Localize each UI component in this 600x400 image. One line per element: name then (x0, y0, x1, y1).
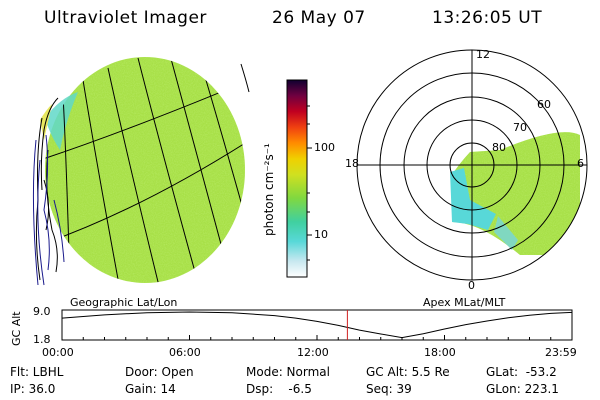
time-label: 13:26:05 UT (432, 8, 543, 28)
time-tick-1800: 18:00 (424, 346, 456, 359)
altitude-series-line (61, 311, 573, 339)
colorbar-tick-10: 10 (314, 228, 328, 241)
altitude-axis-label: GC Alt (10, 311, 23, 346)
glat-status: GLat: -53.2 (486, 365, 557, 379)
colorbar-unit-label: photon cm⁻²s⁻¹ (262, 143, 276, 236)
mode-status: Mode: Normal (246, 365, 330, 379)
gc-alt-status: GC Alt: 5.5 Re (366, 365, 450, 379)
mlt-label-18: 18 (345, 157, 359, 170)
altitude-ytick-1.8: 1.8 (33, 333, 51, 346)
glon-status: GLon: 223.1 (486, 382, 559, 396)
door-status: Door: Open (125, 365, 194, 379)
date-label: 26 May 07 (272, 8, 366, 28)
color-bar (286, 79, 312, 278)
mlt-label-6: 6 (577, 157, 584, 170)
altitude-ytick-9: 9.0 (33, 305, 51, 318)
instrument-title: Ultraviolet Imager (44, 8, 207, 28)
time-tick-1200: 12:00 (297, 346, 329, 359)
geographic-image (32, 57, 250, 286)
apex-panel-label: Apex MLat/MLT (423, 296, 506, 309)
altitude-plot (61, 309, 573, 341)
colorbar-tick-100: 100 (314, 141, 335, 154)
filter-status: Flt: LBHL (10, 365, 64, 379)
time-tick-0600: 06:00 (169, 346, 201, 359)
geographic-panel-label: Geographic Lat/Lon (70, 296, 178, 309)
mlat-label-60: 60 (537, 98, 551, 111)
dsp-status: Dsp: -6.5 (246, 382, 312, 396)
seq-status: Seq: 39 (366, 382, 412, 396)
time-tick-0000: 00:00 (42, 346, 74, 359)
time-tick-2359: 23:59 (545, 346, 577, 359)
mlat-label-70: 70 (513, 121, 527, 134)
mlt-label-0: 0 (468, 279, 475, 292)
gain-status: Gain: 14 (125, 382, 176, 396)
polar-plot (356, 49, 588, 281)
ip-status: IP: 36.0 (10, 382, 56, 396)
mlat-label-80: 80 (492, 141, 506, 154)
mlt-label-12: 12 (476, 48, 490, 61)
